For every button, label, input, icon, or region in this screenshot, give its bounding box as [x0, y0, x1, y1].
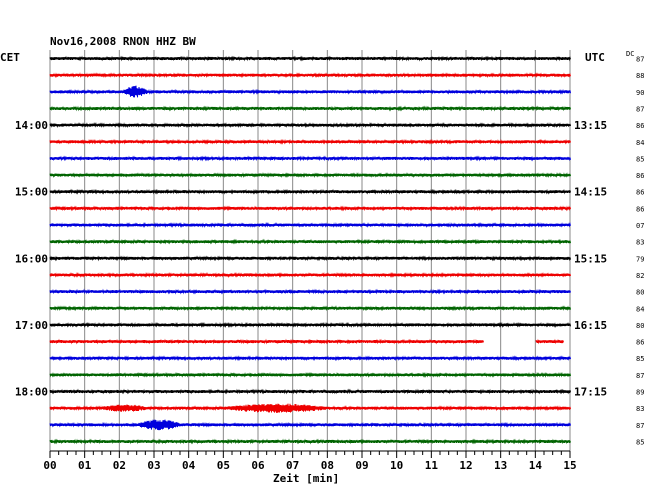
- x-tick-label: 10: [390, 459, 403, 472]
- trace-line: [49, 438, 571, 445]
- x-tick-label: 02: [113, 459, 126, 472]
- trace-line: [49, 338, 564, 345]
- trace-line: [49, 419, 571, 431]
- utc-label: UTC: [585, 51, 605, 64]
- trace-line: [49, 305, 571, 312]
- seismic-traces: [49, 55, 571, 445]
- utc-time-label: 17:15: [574, 386, 607, 399]
- trace-line: [49, 155, 571, 162]
- x-tick-label: 06: [251, 459, 265, 472]
- dc-offset-label: 83: [636, 405, 644, 413]
- dc-offset-label: 82: [636, 272, 644, 280]
- trace-line: [49, 205, 571, 212]
- trace-line: [49, 72, 571, 79]
- x-tick-label: 08: [321, 459, 334, 472]
- trace-line: [49, 138, 571, 145]
- x-tick-label: 09: [355, 459, 368, 472]
- dc-label: DC: [626, 50, 634, 58]
- dc-offset-label: 79: [636, 255, 644, 263]
- trace-line: [49, 403, 571, 413]
- trace-line: [49, 105, 571, 112]
- chart-title: Nov16,2008 RNON HHZ BW: [50, 35, 196, 48]
- dc-offset-label: 88: [636, 72, 644, 80]
- dc-offset-label: 84: [636, 139, 644, 147]
- dc-offset-label: 83: [636, 239, 644, 247]
- cet-time-label: 14:00: [15, 119, 48, 132]
- dc-offset-label: 90: [636, 89, 644, 97]
- trace-line: [49, 371, 571, 378]
- right-time-labels: 13:15 14:15 15:15 16:15 17:15: [574, 119, 607, 398]
- cet-time-label: 16:00: [15, 252, 48, 265]
- dc-offset-label: 85: [636, 438, 644, 446]
- utc-time-label: 14:15: [574, 186, 607, 199]
- x-tick-label: 05: [217, 459, 230, 472]
- dc-offset-label: 89: [636, 389, 644, 397]
- trace-line: [49, 321, 571, 328]
- trace-line: [49, 85, 571, 98]
- dc-offset-label: 87: [636, 372, 644, 380]
- dc-offset-label: 86: [636, 205, 644, 213]
- x-tick-label: 01: [78, 459, 92, 472]
- x-tick-label: 14: [529, 459, 543, 472]
- x-tick-label: 11: [425, 459, 439, 472]
- trace-line: [49, 271, 571, 279]
- dc-offset-label: 86: [636, 339, 644, 347]
- dc-offset-label: 86: [636, 172, 644, 180]
- trace-line: [49, 355, 571, 362]
- dc-offset-label: 87: [636, 105, 644, 113]
- trace-line: [49, 255, 571, 262]
- dc-offset-label: 87: [636, 56, 644, 64]
- utc-time-label: 13:15: [574, 119, 607, 132]
- trace-line: [49, 288, 571, 295]
- grid-lines: [49, 50, 571, 451]
- x-tick-label: 13: [494, 459, 507, 472]
- dc-offset-label: 07: [636, 222, 644, 230]
- x-axis-label: Zeit [min]: [273, 472, 339, 485]
- x-tick-label: 03: [147, 459, 160, 472]
- trace-line: [49, 55, 571, 62]
- dc-offset-label: 80: [636, 289, 644, 297]
- trace-line: [49, 221, 571, 228]
- x-tick-label: 00: [43, 459, 56, 472]
- dc-offset-label: 85: [636, 155, 644, 163]
- left-time-labels: 14:00 15:00 16:00 17:00 18:00: [15, 119, 48, 398]
- dc-offset-label: 84: [636, 305, 644, 313]
- trace-line: [49, 188, 571, 195]
- dc-offset-label: 86: [636, 189, 644, 197]
- trace-line: [49, 122, 571, 129]
- x-axis: 00 01 02 03 04 05 06 07 08 09 10 11 12 13 14 15: [43, 450, 577, 472]
- trace-line: [49, 238, 571, 245]
- utc-time-label: 16:15: [574, 319, 607, 332]
- x-tick-label: 12: [459, 459, 472, 472]
- cet-label: CET: [0, 51, 20, 64]
- x-tick-label: 04: [182, 459, 196, 472]
- x-tick-label: 15: [563, 459, 576, 472]
- x-tick-label: 07: [286, 459, 299, 472]
- trace-line: [49, 388, 571, 395]
- dc-offset-label: 87: [636, 422, 644, 430]
- cet-time-label: 15:00: [15, 186, 48, 199]
- utc-time-label: 15:15: [574, 252, 607, 265]
- cet-time-label: 17:00: [15, 319, 48, 332]
- dc-offset-labels: 87 88 90 87 86 84 85 86 86 86 07 83 79 82 80 84 80 86 85 87…: [636, 56, 644, 447]
- dc-offset-label: 86: [636, 122, 644, 130]
- dc-offset-label: 80: [636, 322, 644, 330]
- trace-line: [49, 172, 571, 179]
- dc-offset-label: 85: [636, 355, 644, 363]
- cet-time-label: 18:00: [15, 386, 48, 399]
